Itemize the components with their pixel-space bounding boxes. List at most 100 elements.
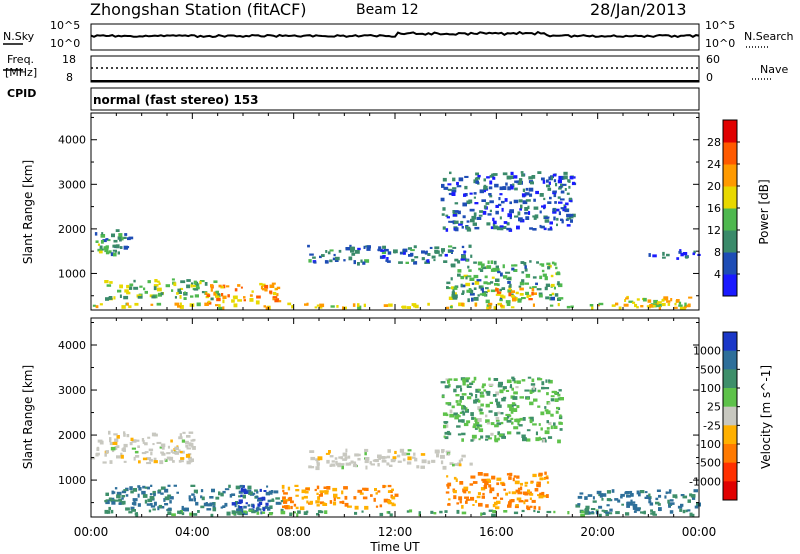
data-cell xyxy=(655,501,660,505)
data-cell xyxy=(488,509,494,512)
x-tick-label: 00:00 xyxy=(74,525,109,539)
data-cell xyxy=(178,449,181,453)
data-cell xyxy=(355,249,360,254)
data-cell xyxy=(315,500,320,504)
data-cell xyxy=(434,246,440,250)
data-cell xyxy=(547,187,552,191)
data-cell xyxy=(694,505,699,509)
data-cell xyxy=(220,506,224,509)
data-cell xyxy=(233,295,238,300)
data-cell xyxy=(442,177,447,182)
data-cell xyxy=(515,489,521,493)
data-cell xyxy=(538,423,541,426)
data-cell xyxy=(366,247,371,251)
data-cell xyxy=(469,462,473,466)
data-cell xyxy=(378,246,382,251)
data-cell xyxy=(546,401,550,405)
data-cell xyxy=(174,302,180,306)
data-cell xyxy=(218,304,221,308)
data-cell xyxy=(509,385,513,389)
data-cell xyxy=(521,509,525,513)
data-cell xyxy=(473,287,477,290)
data-cell xyxy=(465,498,470,501)
data-cell xyxy=(150,451,153,456)
data-cell xyxy=(243,505,247,509)
data-cell xyxy=(624,491,627,495)
data-cell xyxy=(496,482,500,486)
data-cell xyxy=(529,227,533,230)
data-cell xyxy=(220,492,224,497)
data-cell xyxy=(211,488,215,493)
data-cell xyxy=(352,246,355,251)
data-cell xyxy=(329,455,334,458)
data-cell xyxy=(674,302,677,306)
data-cell xyxy=(276,298,280,301)
data-cell xyxy=(241,488,247,492)
data-cell xyxy=(648,497,651,501)
data-cell xyxy=(216,297,221,302)
data-cell xyxy=(130,490,134,494)
data-cell xyxy=(461,302,464,307)
data-cell xyxy=(471,215,477,220)
data-cell xyxy=(460,284,466,288)
data-cell xyxy=(497,283,500,287)
data-cell xyxy=(440,454,445,459)
data-cell xyxy=(552,173,557,177)
data-cell xyxy=(341,465,344,470)
data-cell xyxy=(483,473,489,477)
data-cell xyxy=(535,190,539,195)
data-cell xyxy=(521,297,526,300)
data-cell xyxy=(543,197,546,201)
colorbar-swatch xyxy=(723,120,737,143)
data-cell xyxy=(489,487,495,492)
data-cell xyxy=(455,394,460,397)
data-cell xyxy=(471,416,475,420)
data-cell xyxy=(434,449,440,454)
data-cell xyxy=(511,421,514,425)
data-cell xyxy=(527,205,530,209)
data-cell xyxy=(650,512,654,515)
data-cell xyxy=(373,497,376,502)
data-cell xyxy=(218,491,221,496)
data-cell xyxy=(152,443,155,446)
data-cell xyxy=(538,495,544,499)
data-cell xyxy=(449,171,452,175)
data-cell xyxy=(234,288,238,292)
data-cell xyxy=(477,418,482,422)
data-cell xyxy=(554,398,559,402)
data-cell xyxy=(119,501,125,505)
data-cell xyxy=(527,376,532,379)
data-cell xyxy=(601,509,605,512)
data-cell xyxy=(481,285,484,288)
data-cell xyxy=(496,404,502,408)
data-cell xyxy=(513,380,517,384)
colorbar-swatch xyxy=(723,462,737,482)
data-cell xyxy=(556,217,559,221)
data-cell xyxy=(201,291,205,294)
data-cell xyxy=(433,512,437,515)
data-cell xyxy=(172,451,176,454)
data-cell xyxy=(192,446,196,450)
data-cell xyxy=(437,450,440,453)
data-cell xyxy=(564,209,569,213)
data-cell xyxy=(275,497,280,500)
data-cell xyxy=(261,511,266,514)
data-cell xyxy=(481,290,484,294)
data-cell xyxy=(121,305,126,309)
data-cell xyxy=(605,512,609,516)
data-cell xyxy=(451,189,457,193)
data-cell xyxy=(545,216,550,219)
data-cell xyxy=(461,511,467,515)
data-cell xyxy=(529,497,532,500)
data-cell xyxy=(187,457,192,460)
data-cell xyxy=(129,286,133,290)
data-cell xyxy=(442,465,447,470)
data-cell xyxy=(118,502,122,505)
data-cell xyxy=(529,419,533,424)
data-cell xyxy=(684,302,687,307)
mode-label: normal (fast stereo) 153 xyxy=(93,93,259,107)
data-cell xyxy=(585,505,590,509)
data-cell xyxy=(109,281,113,284)
data-cell xyxy=(119,284,123,289)
